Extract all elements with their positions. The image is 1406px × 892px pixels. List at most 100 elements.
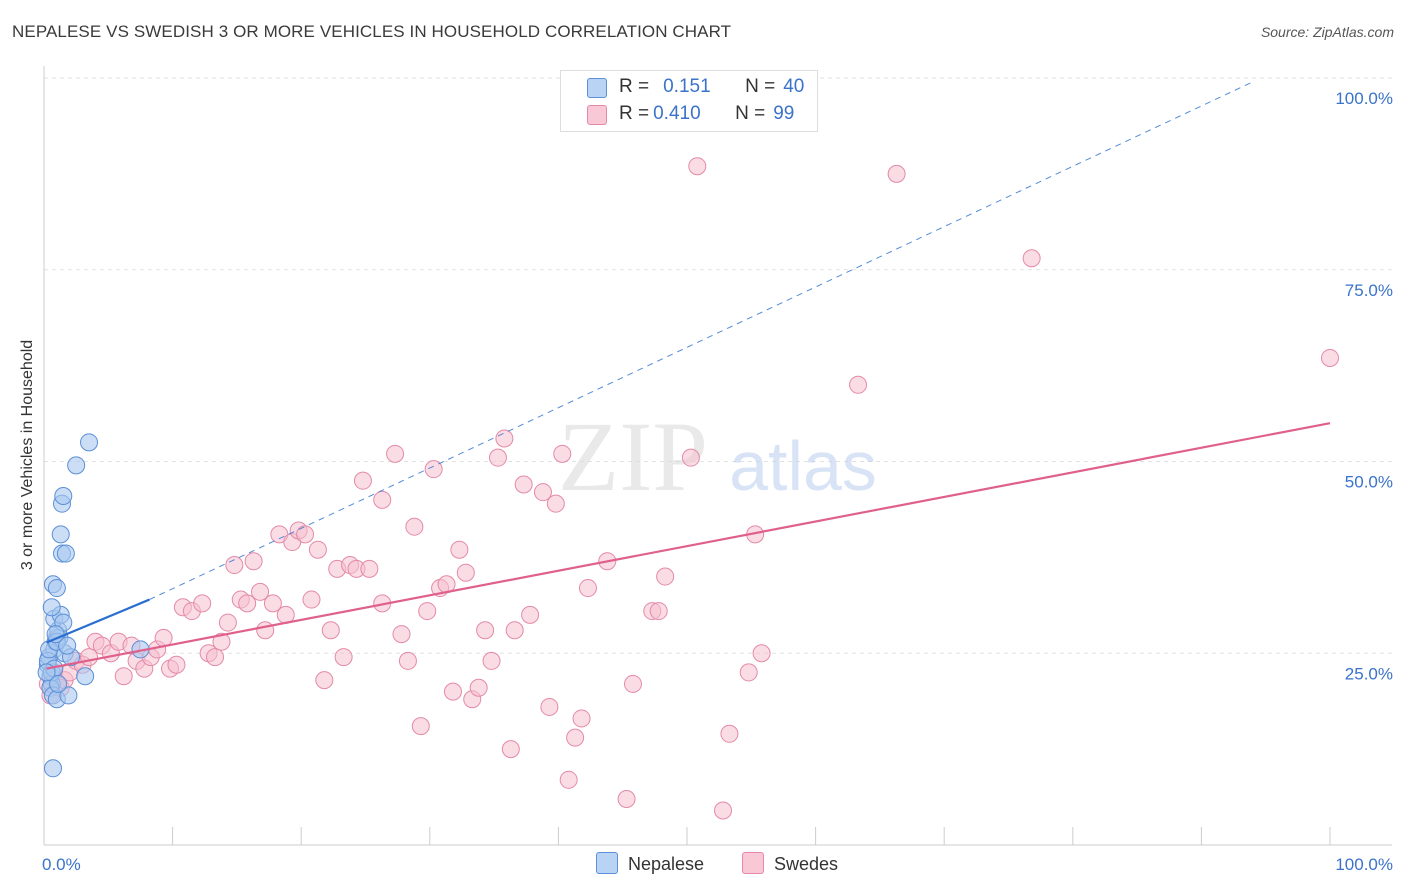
swedes-point [649,602,668,621]
y-tick-label: 75.0% [1345,281,1393,300]
nepalese-point [44,759,63,778]
swedes-point [623,674,642,693]
swedes-point [656,567,675,586]
nepalese-trend-line [46,598,150,644]
nepalese-point [49,674,68,693]
nepalese-legend-swatch [596,852,618,874]
swedes-point [398,651,417,670]
swedes-point [244,552,263,571]
bottom-legend-nepalese: Nepalese [596,852,704,875]
swedes-point [578,579,597,598]
swedes-point [488,448,507,467]
nepalese-point [54,487,73,506]
swedes-point [206,648,225,667]
y-tick-label: 25.0% [1345,664,1393,683]
swedes-point [154,628,173,647]
swedes-point [360,559,379,578]
swedes-point [553,444,572,463]
swedes-legend-row: R = 0.410 N = 99 [619,102,794,126]
swedes-point [218,613,237,632]
swedes-point [193,594,212,613]
tick-labels: 25.0% 50.0% 75.0% 100.0% 0.0% 100.0% [42,89,1393,874]
swedes-point [238,594,257,613]
r-label: R = [619,76,650,97]
y-tick-label: 50.0% [1345,473,1393,492]
nepalese-point [47,579,66,598]
swedes-point [308,540,327,559]
nepalese-point [46,625,65,644]
swedes-point [353,471,372,490]
swedes-point [514,475,533,494]
swedes-point [225,556,244,575]
swedes-legend-swatch [742,852,764,874]
swedes-point [321,621,340,640]
swedes-point [521,605,540,624]
watermark: ZIP atlas [558,401,877,512]
swedes-trend-line [46,422,1331,670]
swedes-point [386,444,405,463]
swedes-point [167,655,186,674]
nepalese-points [37,433,150,778]
swedes-point [681,448,700,467]
swedes-point [302,590,321,609]
source-credit: Source: ZipAtlas.com [1260,24,1394,40]
nepalese-point [76,667,95,686]
nepalese-point [51,525,70,544]
swedes-point [714,801,733,820]
swedes-point [251,582,270,601]
swedes-point [752,644,771,663]
nepalese-point [56,544,75,563]
n-label: N = [735,103,766,124]
nepalese-legend-label: Nepalese [628,854,705,874]
swedes-point [482,651,501,670]
swedes-point [315,671,334,690]
swedes-point [1022,249,1041,268]
swedes-point [617,789,636,808]
r-label: R = [619,103,650,124]
nepalese-legend-row: R = 0.151 N = 40 [619,75,804,99]
swedes-point [540,697,559,716]
nepalese-point [59,686,78,705]
swedes-point [296,525,315,544]
swedes-point [114,667,133,686]
swedes-swatch [587,105,607,125]
axis-layer [43,66,1392,846]
bottom-legend-swedes: Swedes [742,852,838,875]
nepalese-r-value: 0.151 [663,76,711,97]
nepalese-point [58,636,77,655]
swedes-point [334,648,353,667]
nepalese-point [67,456,86,475]
swedes-point [443,682,462,701]
swedes-point [450,540,469,559]
swedes-point [739,663,758,682]
trend-layer [46,81,1331,670]
swedes-point [546,494,565,513]
nepalese-point [80,433,99,452]
swedes-point [373,490,392,509]
swedes-point [418,602,437,621]
chart-title: NEPALESE VS SWEDISH 3 OR MORE VEHICLES I… [12,22,732,41]
swedes-point [849,375,868,394]
watermark-atlas: atlas [729,427,877,505]
swedes-point [392,625,411,644]
grid-layer [44,77,1392,654]
swedes-point [559,770,578,789]
swedes-point [720,724,739,743]
stats-legend: R = 0.151 N = 40 R = 0.410 N = 99 [560,70,818,132]
swedes-legend-label: Swedes [774,854,839,874]
swedes-point [424,460,443,479]
swedes-point [688,157,707,176]
swedes-point [476,621,495,640]
nepalese-swatch [587,78,607,98]
swedes-point [212,632,231,651]
nepalese-point [42,598,61,617]
nepalese-trend-extension [149,81,1254,601]
swedes-n-value: 99 [773,103,795,124]
swedes-point [405,517,424,536]
swedes-point [256,621,275,640]
swedes-point [469,678,488,697]
n-label: N = [745,76,776,97]
swedes-point [566,728,585,747]
swedes-point [572,709,591,728]
